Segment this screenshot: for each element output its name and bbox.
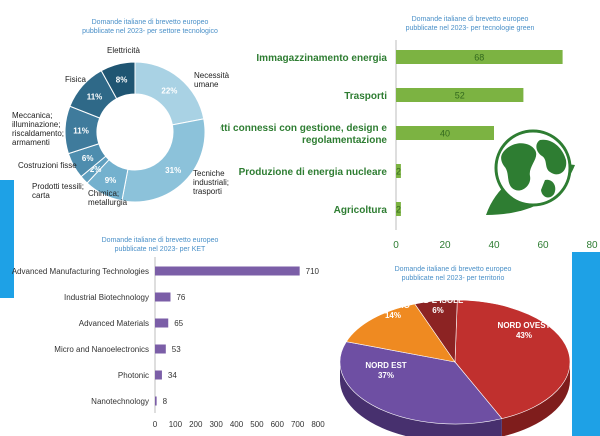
ket-value-industrial-biotechnology: 76 bbox=[176, 293, 185, 302]
donut-pct-prodotti-tessili-carta: 2% bbox=[90, 165, 102, 174]
green-tick-label: 60 bbox=[537, 240, 549, 251]
pie-label-nord-ovest: NORD OVEST 43% bbox=[498, 321, 551, 340]
donut-slice-elettricita bbox=[100, 61, 136, 100]
globe-continent-east bbox=[536, 139, 567, 175]
green-category-aspetti-connessi-con-gestione-design-e-regolamentazione: Aspetti connessi con gestione, design er… bbox=[220, 123, 387, 146]
pie-slice-sud-e-isole bbox=[414, 299, 458, 363]
ket-value-advanced-manufacturing-technologies: 710 bbox=[306, 267, 320, 276]
left-accent-strip bbox=[0, 180, 14, 298]
green-tick-label: 40 bbox=[488, 240, 500, 251]
green-tick-label: 0 bbox=[393, 240, 399, 251]
ket-tick-label: 300 bbox=[209, 420, 223, 429]
donut-pct-necessita-umane: 22% bbox=[161, 86, 177, 95]
green-value-immagazzinamento-energia: 68 bbox=[474, 53, 484, 63]
donut-label-meccanica-illuminazione-riscaldamento-armamenti: Meccanica; illuminazione; riscaldamento; ar… bbox=[12, 111, 64, 147]
ket-title-line1: Domande italiane di brevetto europeo bbox=[101, 237, 219, 244]
ket-category-micro-and-nanoelectronics: Micro and Nanoelectronics bbox=[54, 345, 149, 354]
donut-chart: 22% Necessità umane 31% Tecniche industriali;… bbox=[12, 46, 230, 207]
green-title-line1: Domande italiane di brevetto europeo bbox=[411, 16, 529, 23]
pie-slice-nord-ovest bbox=[454, 299, 571, 419]
ket-value-nanotechnology: 8 bbox=[163, 397, 168, 406]
territorio-title-line2: pubblicate nel 2023- per territorio bbox=[401, 275, 505, 282]
donut-title-line2: pubblicate nel 2023- per settore tecnolo… bbox=[82, 28, 218, 35]
ket-category-advanced-manufacturing-technologies: Advanced Manufacturing Technologies bbox=[12, 267, 149, 276]
donut-label-chimica-metallurgia: Chimica; metallurgia bbox=[88, 189, 128, 207]
ket-tick-label: 500 bbox=[250, 420, 264, 429]
globe-leaf-icon bbox=[486, 129, 575, 215]
donut-label-elettricita: Elettricità bbox=[107, 46, 140, 55]
green-bar-immagazzinamento-energia bbox=[396, 50, 563, 64]
donut-label-necessita-umane: Necessità umane bbox=[194, 71, 230, 89]
ket-bar-micro-and-nanoelectronics bbox=[155, 344, 166, 354]
donut-pct-chimica-metallurgia: 9% bbox=[105, 176, 117, 185]
pie-slice-nord-est bbox=[339, 341, 503, 425]
green-value-agricoltura: 2 bbox=[396, 205, 401, 215]
ket-tick-label: 800 bbox=[311, 420, 325, 429]
ket-bar-photonic bbox=[155, 370, 162, 380]
pie-side-nord-ovest bbox=[501, 362, 570, 436]
ket-tick-label: 600 bbox=[271, 420, 285, 429]
green-category-immagazzinamento-energia: Immagazzinamento energia bbox=[256, 53, 387, 64]
green-chart-title: Domande italiane di brevetto europeo pub… bbox=[370, 15, 570, 33]
ket-bar-chart: 0 100 200 300 400 500 600 700 800 710 Advanced Man… bbox=[12, 257, 325, 429]
ket-tick-label: 0 bbox=[153, 420, 158, 429]
green-category-produzione-di-energia-nucleare: Produzione di energia nucleare bbox=[239, 167, 388, 178]
ket-tick-label: 400 bbox=[230, 420, 244, 429]
ket-bar-nanotechnology bbox=[155, 396, 157, 406]
ket-tick-label: 200 bbox=[189, 420, 203, 429]
green-tick-label: 20 bbox=[439, 240, 451, 251]
globe-continent-south bbox=[541, 179, 556, 198]
green-bar-trasporti bbox=[396, 88, 524, 102]
donut-slice-tecniche-industriali-trasporti bbox=[121, 118, 206, 203]
donut-label-prodotti-tessili-carta: Prodotti tessili; carta bbox=[32, 182, 84, 200]
pie-label-sud-e-isole: SUD E ISOLE 6% bbox=[413, 296, 464, 315]
ket-category-nanotechnology: Nanotechnology bbox=[91, 397, 149, 406]
donut-title-line1: Domande italiane di brevetto europeo bbox=[91, 19, 209, 26]
green-bar-agricoltura bbox=[396, 202, 401, 216]
green-value-aspetti-connessi-con-gestione-design-e-regolamentazione: 40 bbox=[440, 129, 450, 139]
donut-pct-costruzioni-fisse: 6% bbox=[82, 154, 94, 163]
donut-label-costruzioni-fisse: Costruzioni fisse bbox=[18, 161, 77, 170]
donut-pct-elettricita: 8% bbox=[116, 76, 128, 85]
ket-category-photonic: Photonic bbox=[118, 371, 149, 380]
ket-category-industrial-biotechnology: Industrial Biotechnology bbox=[64, 293, 149, 302]
ket-value-advanced-materials: 65 bbox=[174, 319, 183, 328]
pie-slice-centro bbox=[345, 303, 456, 363]
green-bar-aspetti-connessi-con-gestione-design-e-regolamentazione bbox=[396, 126, 494, 140]
donut-pct-fisica: 11% bbox=[87, 92, 103, 101]
ket-bar-industrial-biotechnology bbox=[155, 292, 171, 302]
pie-label-nord-est: NORD EST 37% bbox=[365, 361, 406, 380]
territorio-chart-title: Domande italiane di brevetto europeo pub… bbox=[368, 265, 538, 283]
green-category-agricoltura: Agricoltura bbox=[334, 205, 388, 216]
green-bar-produzione-di-energia-nucleare bbox=[396, 164, 401, 178]
green-category-trasporti: Trasporti bbox=[344, 91, 387, 102]
ket-tick-label: 100 bbox=[169, 420, 183, 429]
right-accent-strip bbox=[572, 252, 600, 436]
territorio-pie-chart: NORD OVEST 43% NORD EST 37% CENTRO 14%SUD E I… bbox=[339, 296, 571, 436]
donut-pct-meccanica-illuminazione-riscaldamento-armamenti: 11% bbox=[73, 126, 89, 135]
donut-label-fisica: Fisica bbox=[65, 75, 86, 84]
ket-tick-label: 700 bbox=[291, 420, 305, 429]
green-value-produzione-di-energia-nucleare: 2 bbox=[396, 167, 401, 177]
donut-label-tecniche-industriali-trasporti: Tecniche industriali; trasporti bbox=[193, 169, 229, 196]
ket-bar-advanced-manufacturing-technologies bbox=[155, 266, 300, 276]
pie-side-nord-est bbox=[340, 362, 502, 436]
donut-pct-tecniche-industriali-trasporti: 31% bbox=[165, 166, 181, 175]
ket-value-micro-and-nanoelectronics: 53 bbox=[172, 345, 181, 354]
green-value-trasporti: 52 bbox=[455, 91, 465, 101]
green-title-line2: pubblicate nel 2023- per tecnologie gree… bbox=[405, 25, 535, 32]
globe-continent-west bbox=[501, 143, 537, 191]
green-tick-label: 80 bbox=[586, 240, 598, 251]
ket-bar-advanced-materials bbox=[155, 318, 169, 328]
ket-chart-title: Domande italiane di brevetto europeo pub… bbox=[70, 236, 250, 254]
ket-category-advanced-materials: Advanced Materials bbox=[79, 319, 149, 328]
pie-label-centro: CENTRO 14% bbox=[376, 301, 410, 320]
territorio-title-line1: Domande italiane di brevetto europeo bbox=[394, 266, 512, 273]
ket-title-line2: pubblicate nel 2023- per KET bbox=[114, 246, 206, 253]
donut-chart-title: Domande italiane di brevetto europeo pub… bbox=[40, 18, 260, 36]
ket-value-photonic: 34 bbox=[168, 371, 177, 380]
green-bar-chart: 0 20 40 60 80 68 Immagazzinamento energia 52 Tra… bbox=[220, 40, 598, 251]
